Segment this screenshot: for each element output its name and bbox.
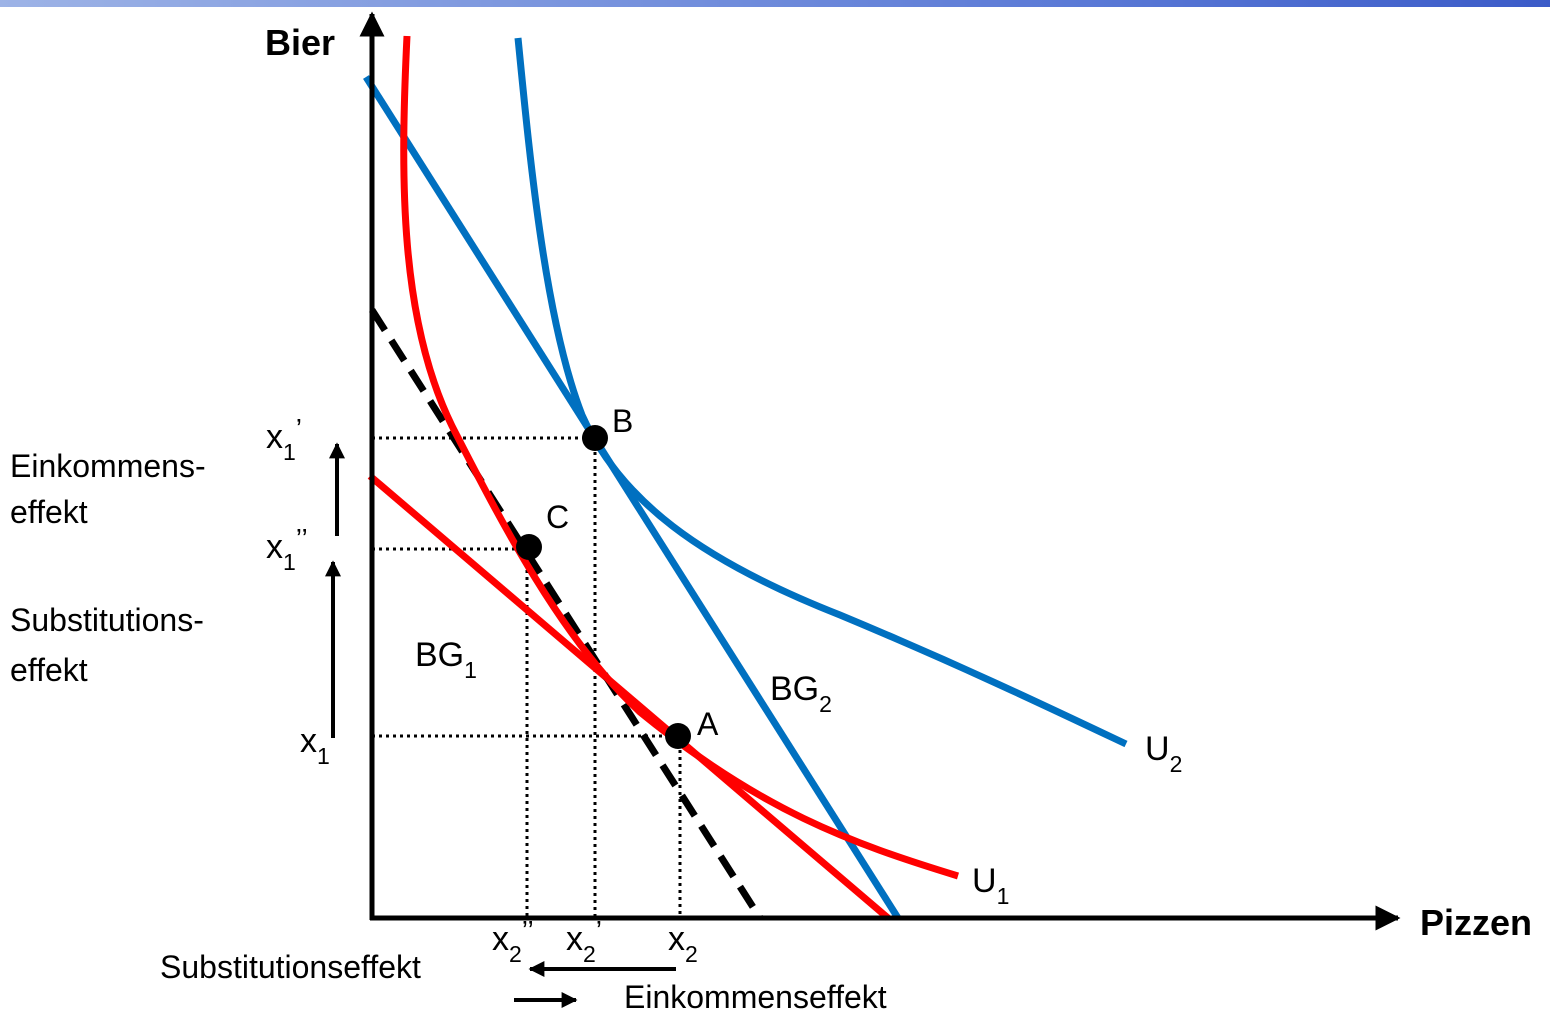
axes xyxy=(359,11,1401,931)
point-label-a: A xyxy=(697,706,719,742)
point-b xyxy=(582,425,608,451)
x-tick-x2: x2 xyxy=(668,920,698,967)
indifference-curve-u1 xyxy=(400,35,960,880)
x-tick-x2-dprime: x2’’ xyxy=(492,915,534,967)
point-label-b: B xyxy=(612,403,633,439)
point-label-c: C xyxy=(546,499,569,535)
x-axis-label: Pizzen xyxy=(1420,902,1532,943)
curve-label-u1: U1 xyxy=(972,862,1009,909)
compensated-budget-line xyxy=(369,308,763,920)
curve-label-bg1: BG1 xyxy=(415,636,477,683)
substitution-effect-label-line1: Substitutions- xyxy=(10,602,204,638)
substitution-effect-label-line2: effekt xyxy=(10,652,88,688)
budget-line-bg2 xyxy=(363,75,901,920)
header-bar xyxy=(0,0,1550,7)
point-a xyxy=(665,723,691,749)
curve-label-bg2: BG2 xyxy=(770,670,832,717)
substitution-effect-bottom-label: Substitutionseffekt xyxy=(160,949,421,985)
y-tick-x1-prime: x1’ xyxy=(266,413,302,465)
income-effect-label-line1: Einkommens- xyxy=(10,448,206,484)
curve-label-u2: U2 xyxy=(1145,730,1182,777)
point-c xyxy=(516,534,542,560)
y-axis-label: Bier xyxy=(265,22,335,63)
x-tick-x2-prime: x2’ xyxy=(566,915,602,967)
indifference-curve-u2 xyxy=(514,37,1128,748)
income-effect-label-line2: effekt xyxy=(10,494,88,530)
income-effect-bottom-label: Einkommenseffekt xyxy=(624,979,887,1013)
y-tick-x1: x1 xyxy=(300,722,330,769)
y-tick-x1-dprime: x1’’ xyxy=(266,523,308,575)
guide-lines xyxy=(372,436,682,918)
